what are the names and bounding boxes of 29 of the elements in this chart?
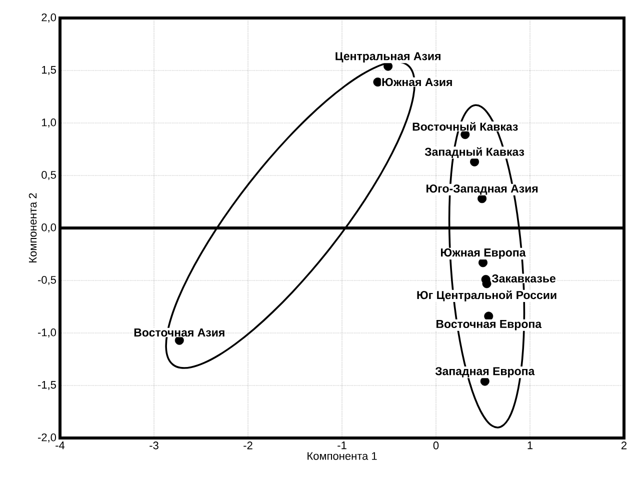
x-tick-label: -3 — [150, 442, 158, 450]
y-tick-label: -0,5 — [38, 276, 56, 286]
annotation: Западная Европа — [435, 367, 535, 378]
annotation: Юг Центральной России — [417, 290, 556, 302]
y-tick-label: -1,0 — [38, 328, 56, 338]
x-tick-label: -4 — [56, 442, 65, 450]
annotation: Юго-Западная Азия — [426, 184, 538, 195]
y-tick-label: 1,5 — [42, 66, 56, 75]
y-tick-label: 2,0 — [42, 13, 56, 23]
annotation: Южная Азия — [382, 78, 452, 86]
annotation: Восточная Азия — [134, 328, 224, 337]
x-tick-label: 2 — [621, 442, 627, 450]
y-tick-label: -1,5 — [38, 381, 56, 390]
x-tick-label: -2 — [244, 442, 252, 450]
x-axis-title: Компонента 1 — [308, 452, 377, 460]
y-tick-label: 1,0 — [42, 118, 56, 128]
x-tick-label: 0 — [433, 442, 439, 450]
x-tick-label: -1 — [338, 442, 346, 450]
x-tick-label: 1 — [528, 442, 533, 450]
y-tick-label: 0,0 — [42, 223, 56, 233]
y-axis-title: Компонента 2 — [28, 193, 37, 262]
y-tick-label: 0,5 — [42, 170, 56, 180]
annotation: Восточный Кавказ — [412, 122, 518, 131]
annotation: Западный Кавказ — [424, 147, 524, 158]
y-tick-label: -2,0 — [38, 433, 56, 443]
annotation: Восточная Европа — [436, 320, 542, 330]
annotation: Закавказье — [492, 274, 556, 283]
annotation: Центральная Азия — [336, 52, 440, 62]
annotation: Южная Европа — [441, 248, 526, 259]
